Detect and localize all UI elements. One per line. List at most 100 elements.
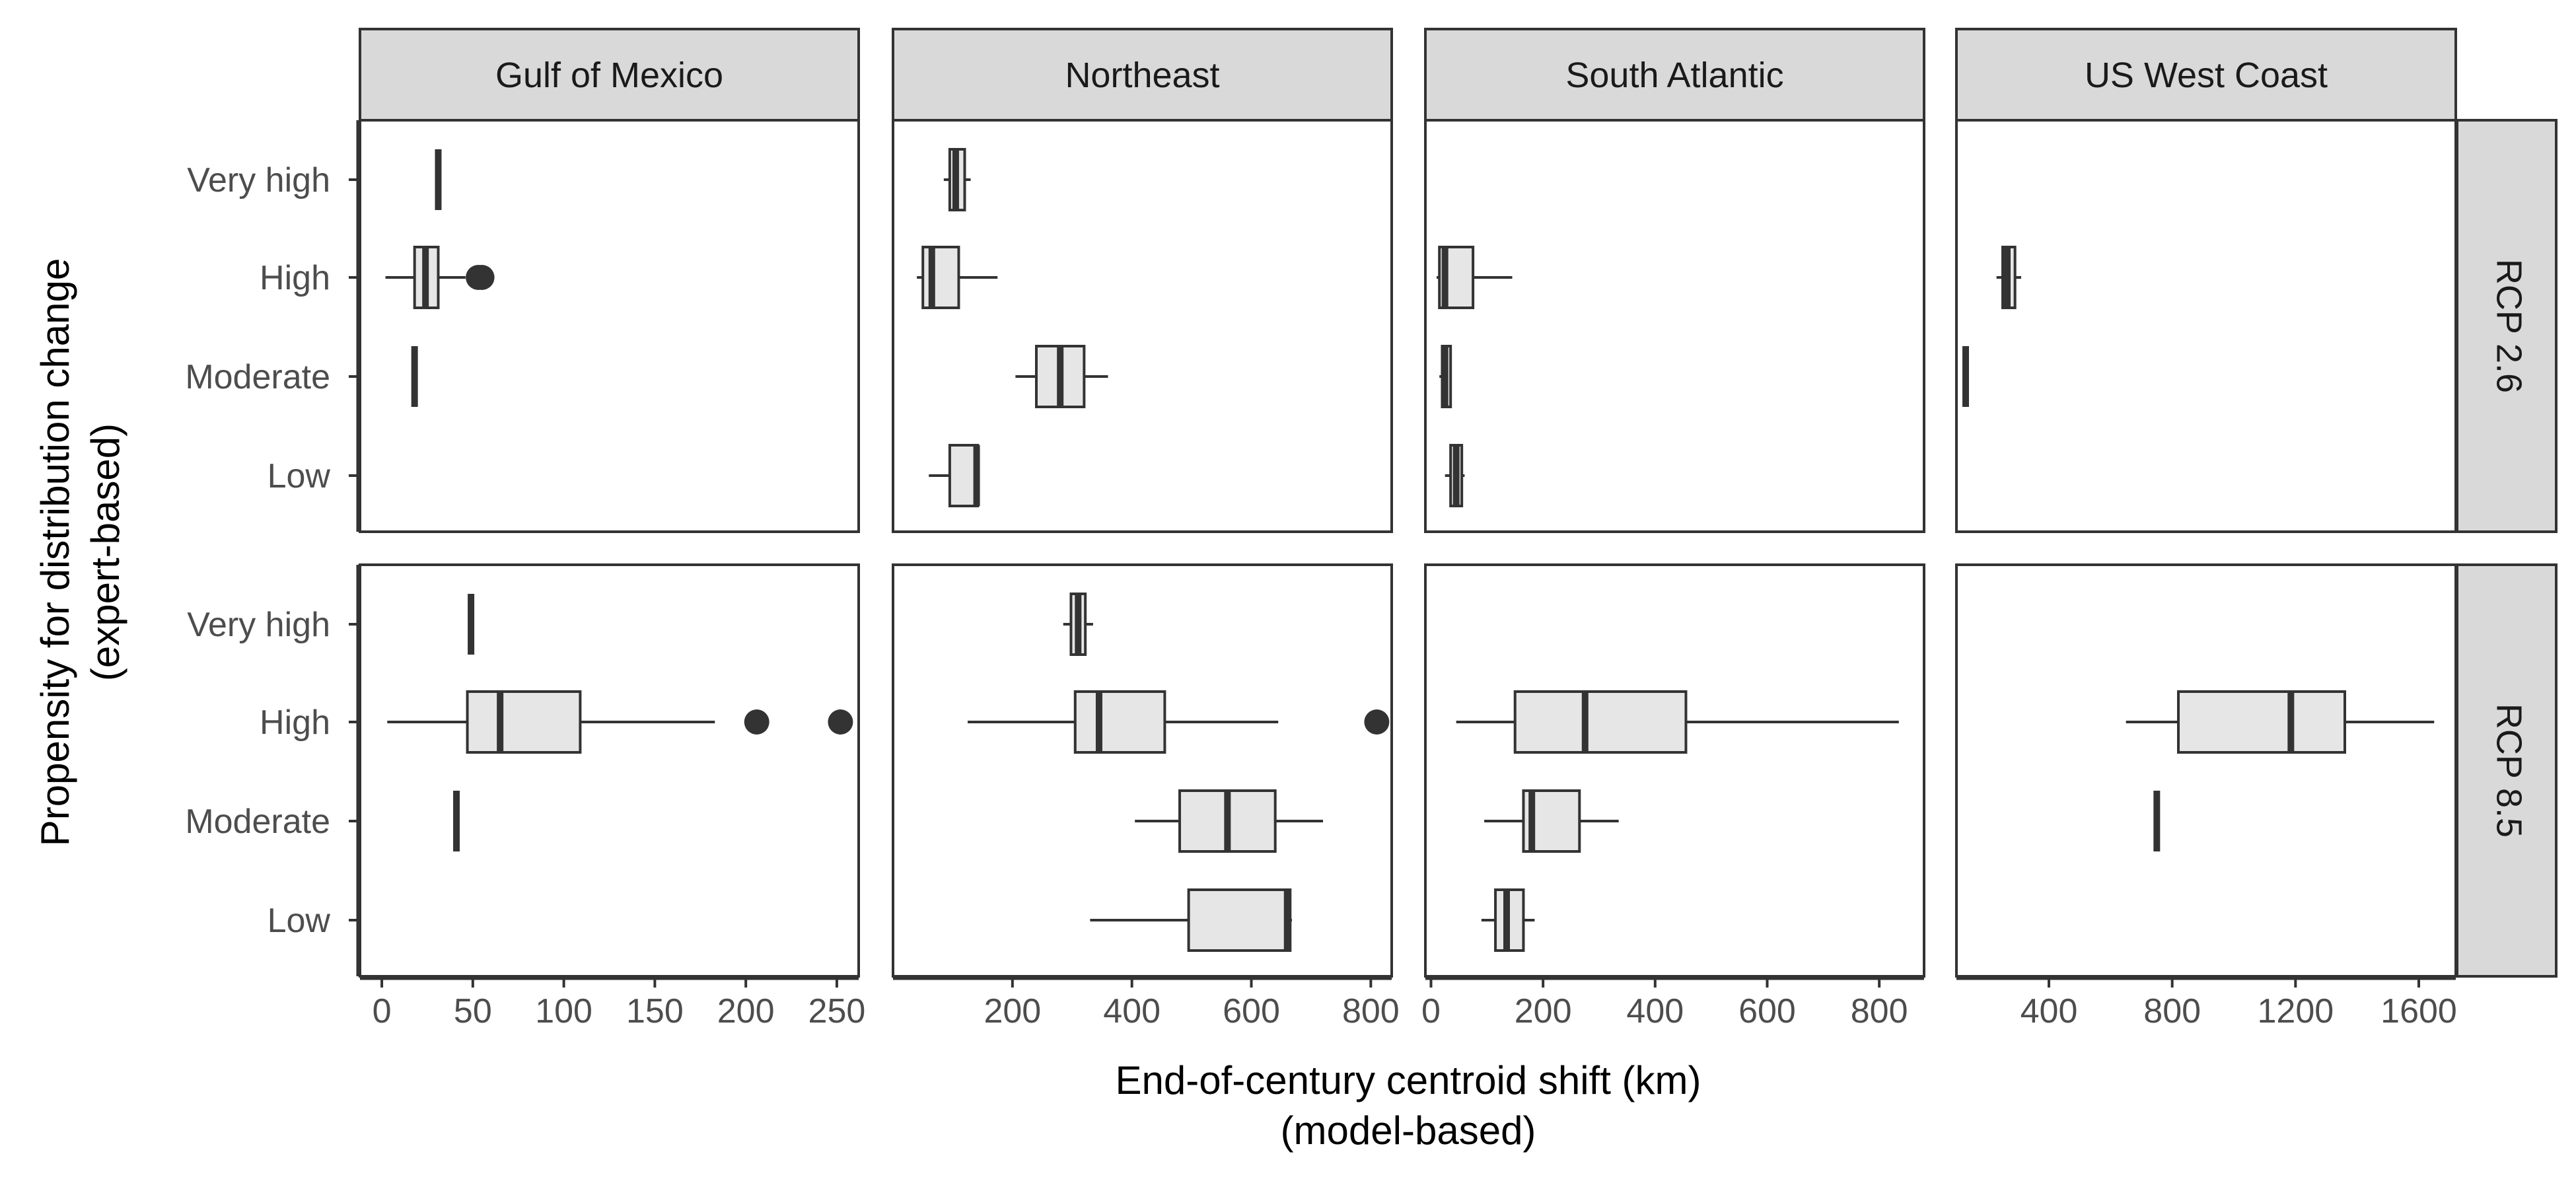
x-tick-label: 400 bbox=[2021, 992, 2078, 1030]
y-tick-label: High bbox=[260, 259, 330, 297]
strip-bg bbox=[2456, 119, 2558, 533]
y-tick-label: Low bbox=[268, 457, 331, 495]
x-tick-label: 800 bbox=[1342, 992, 1400, 1030]
panel-rcp-8-5-gulf-of-mexico bbox=[359, 563, 860, 978]
x-tick-label: 0 bbox=[373, 992, 392, 1030]
box-iqr bbox=[466, 690, 582, 754]
strip-label: RCP 2.6 bbox=[2489, 259, 2529, 393]
y-tick-label: Moderate bbox=[185, 803, 330, 841]
panels-layer bbox=[359, 119, 2457, 978]
strip-south-atlantic: South Atlantic bbox=[1424, 28, 1925, 122]
y-axis-rcp-2-6: Very high High Moderate Low bbox=[185, 120, 360, 532]
strip-bg bbox=[1955, 28, 2457, 122]
y-axis-title-group: Propensity for distribution change bbox=[33, 258, 77, 847]
box-rcp-8-5-south-atlantic-high bbox=[1456, 690, 1899, 754]
y-tick-label: Low bbox=[268, 902, 331, 940]
strip-rcp-8-5: RCP 8.5 bbox=[2456, 563, 2558, 978]
box-rcp-2-6-south-atlantic-high bbox=[1436, 246, 1513, 309]
y-axis-title: Propensity for distribution change bbox=[33, 258, 77, 847]
strip-bg bbox=[2456, 563, 2558, 978]
box-iqr bbox=[2177, 690, 2346, 754]
panel-rcp-8-5-us-west-coast bbox=[1955, 563, 2457, 978]
box-iqr bbox=[1513, 690, 1688, 754]
strip-bg bbox=[359, 28, 860, 122]
strip-gulf-of-mexico: Gulf of Mexico bbox=[359, 28, 860, 122]
box-rcp-2-6-us-west-coast-high bbox=[1996, 246, 2021, 309]
y-tick-label: Very high bbox=[187, 161, 330, 199]
y-tick-label: High bbox=[260, 703, 330, 742]
x-tick-label: 600 bbox=[1738, 992, 1796, 1030]
box-rcp-2-6-northeast-moderate bbox=[1015, 345, 1108, 408]
box-rcp-2-6-south-atlantic-low bbox=[1445, 444, 1465, 507]
box-iqr bbox=[921, 246, 960, 309]
x-axis-subtitle: (model-based) bbox=[1281, 1108, 1536, 1153]
strip-us-west-coast: US West Coast bbox=[1955, 28, 2457, 122]
box-rcp-8-5-northeast-high bbox=[968, 690, 1390, 754]
panel-frame bbox=[359, 119, 860, 533]
x-tick-label: 800 bbox=[2143, 992, 2201, 1030]
x-tick-label: 1200 bbox=[2257, 992, 2334, 1030]
panel-frame bbox=[359, 563, 860, 978]
x-tick-label: 1600 bbox=[2380, 992, 2457, 1030]
x-axis-title: End-of-century centroid shift (km) bbox=[1116, 1058, 1701, 1102]
outlier-point bbox=[744, 709, 769, 735]
x-axis-gulf-of-mexico: 0 50 100 150 200 250 bbox=[360, 976, 866, 1030]
strip-northeast: Northeast bbox=[892, 28, 1393, 122]
x-axis-northeast: 200 400 600 800 bbox=[893, 976, 1400, 1030]
strip-label: US West Coast bbox=[2085, 55, 2328, 95]
strips-layer: Gulf of Mexico Northeast South Atlantic US … bbox=[359, 28, 2558, 978]
panel-frame bbox=[1955, 563, 2457, 978]
panel-frame bbox=[892, 563, 1393, 978]
box-rcp-8-5-northeast-moderate bbox=[1135, 789, 1324, 853]
outlier-point bbox=[469, 265, 495, 290]
panel-frame bbox=[1424, 119, 1925, 533]
box-rcp-2-6-northeast-high bbox=[917, 246, 998, 309]
x-tick-label: 100 bbox=[535, 992, 592, 1030]
strip-bg bbox=[1424, 28, 1925, 122]
y-axis-rcp-8-5: Very high High Moderate Low bbox=[185, 565, 360, 976]
x-tick-label: 200 bbox=[984, 992, 1041, 1030]
x-tick-label: 200 bbox=[1515, 992, 1572, 1030]
box-rcp-8-5-us-west-coast-high bbox=[2126, 690, 2435, 754]
x-tick-label: 200 bbox=[717, 992, 775, 1030]
strip-label: Northeast bbox=[1065, 55, 1219, 95]
y-tick-label: Moderate bbox=[185, 358, 330, 396]
axes-layer: Very high High Moderate Low Very high High Mod… bbox=[185, 120, 2457, 1030]
x-tick-label: 400 bbox=[1103, 992, 1161, 1030]
panel-rcp-8-5-northeast bbox=[892, 563, 1393, 978]
y-tick-label: Very high bbox=[187, 606, 330, 644]
x-tick-label: 50 bbox=[454, 992, 492, 1030]
box-iqr bbox=[1073, 690, 1166, 754]
box-rcp-2-6-gulf-of-mexico-high bbox=[385, 246, 495, 309]
x-tick-label: 400 bbox=[1626, 992, 1684, 1030]
panel-frame bbox=[1955, 119, 2457, 533]
x-tick-label: 150 bbox=[626, 992, 684, 1030]
x-tick-label: 250 bbox=[808, 992, 866, 1030]
panel-rcp-2-6-south-atlantic bbox=[1424, 119, 1925, 533]
outlier-point bbox=[828, 709, 853, 735]
box-rcp-2-6-northeast-very-high bbox=[943, 148, 971, 211]
strip-rcp-2-6: RCP 2.6 bbox=[2456, 119, 2558, 533]
y-axis-subtitle-group: (expert-based) bbox=[83, 423, 127, 681]
box-rcp-8-5-northeast-low bbox=[1090, 888, 1292, 952]
x-tick-label: 800 bbox=[1851, 992, 1908, 1030]
box-rcp-8-5-south-atlantic-moderate bbox=[1484, 789, 1619, 853]
panel-rcp-2-6-gulf-of-mexico bbox=[359, 119, 860, 533]
y-axis-subtitle: (expert-based) bbox=[83, 423, 127, 681]
panel-rcp-2-6-us-west-coast bbox=[1955, 119, 2457, 533]
box-rcp-2-6-south-atlantic-moderate bbox=[1439, 345, 1452, 408]
box-iqr bbox=[1187, 888, 1292, 952]
box-rcp-8-5-gulf-of-mexico-high bbox=[387, 690, 853, 754]
box-rcp-8-5-northeast-very-high bbox=[1063, 593, 1093, 656]
panel-rcp-8-5-south-atlantic bbox=[1424, 563, 1925, 978]
x-axis-us-west-coast: 400 800 1200 1600 bbox=[1956, 976, 2457, 1030]
strip-label: RCP 8.5 bbox=[2489, 703, 2529, 838]
outlier-point bbox=[1364, 709, 1390, 735]
box-rcp-8-5-south-atlantic-low bbox=[1481, 888, 1535, 952]
x-tick-label: 0 bbox=[1421, 992, 1441, 1030]
strip-label: South Atlantic bbox=[1565, 55, 1783, 95]
panel-rcp-2-6-northeast bbox=[892, 119, 1393, 533]
x-tick-label: 600 bbox=[1223, 992, 1280, 1030]
box-rcp-2-6-northeast-low bbox=[929, 444, 980, 507]
